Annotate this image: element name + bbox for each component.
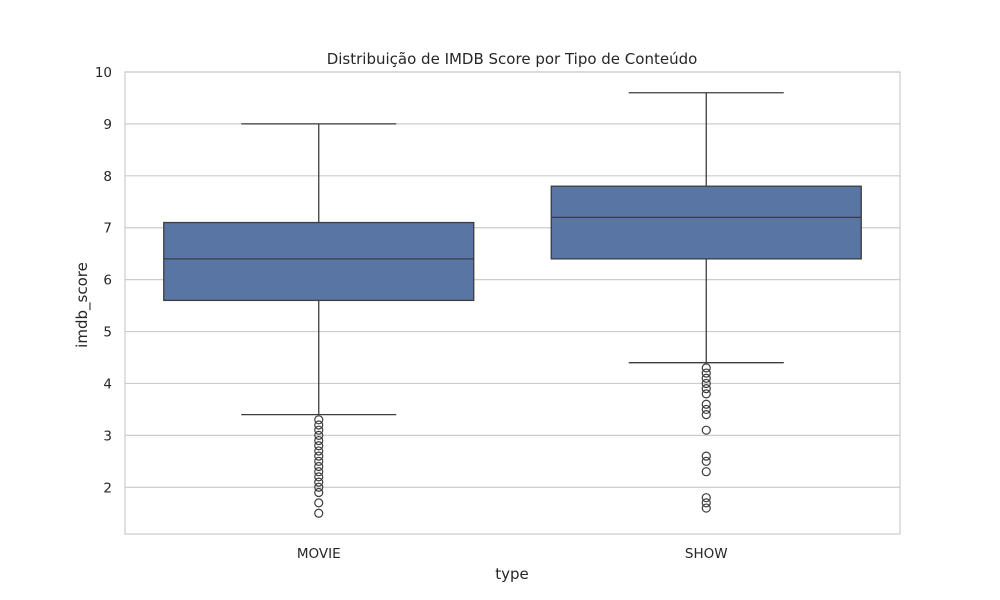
outlier-point bbox=[314, 415, 324, 425]
outlier-point bbox=[314, 487, 324, 498]
y-tick-label: 8 bbox=[103, 169, 112, 185]
y-tick-label: 2 bbox=[103, 480, 112, 496]
outlier-point bbox=[314, 461, 324, 472]
outlier-point bbox=[314, 451, 324, 461]
outlier-point bbox=[701, 410, 711, 420]
outlier-point bbox=[701, 498, 711, 508]
outlier-point bbox=[314, 472, 324, 482]
iqr-box bbox=[550, 185, 862, 260]
x-axis-label: type bbox=[495, 565, 529, 583]
outlier-point bbox=[701, 368, 711, 378]
outlier-point bbox=[701, 456, 711, 466]
x-tick-label-movie: MOVIE bbox=[297, 546, 341, 562]
plot-frame bbox=[124, 71, 901, 535]
outlier-point bbox=[701, 493, 711, 503]
outlier-point bbox=[701, 467, 711, 477]
y-tick-label: 3 bbox=[103, 428, 112, 444]
outlier-point bbox=[701, 363, 711, 373]
outlier-point bbox=[701, 503, 711, 513]
outlier-point bbox=[314, 430, 324, 440]
outlier-point bbox=[314, 467, 324, 477]
box-layer bbox=[163, 92, 862, 518]
y-tick-label: 10 bbox=[95, 65, 112, 81]
outlier-point bbox=[314, 456, 324, 466]
outlier-point bbox=[314, 446, 324, 456]
y-tick-label: 7 bbox=[103, 221, 112, 237]
box-group-movie bbox=[163, 123, 475, 518]
outlier-point bbox=[701, 451, 711, 461]
outlier-point bbox=[314, 435, 324, 446]
chart-title: Distribuição de IMDB Score por Tipo de C… bbox=[327, 50, 698, 68]
outlier-point bbox=[314, 477, 324, 487]
outlier-point bbox=[701, 425, 711, 435]
box-group-show bbox=[550, 92, 862, 513]
y-tick-label: 6 bbox=[103, 273, 112, 289]
outlier-point bbox=[701, 399, 711, 409]
y-tick-label: 5 bbox=[103, 325, 112, 341]
outlier-point bbox=[314, 441, 324, 451]
outlier-point bbox=[314, 498, 324, 508]
outlier-point bbox=[314, 420, 324, 430]
outlier-point bbox=[701, 404, 711, 415]
y-tick-label: 4 bbox=[103, 376, 112, 392]
outlier-point bbox=[701, 384, 711, 394]
y-axis-label: imdb_score bbox=[73, 262, 92, 348]
iqr-box bbox=[163, 221, 475, 302]
x-tick-label-show: SHOW bbox=[685, 546, 728, 562]
outlier-point bbox=[701, 373, 711, 383]
outlier-point bbox=[314, 425, 324, 435]
tick-layer: 2 3 4 5 6 7 8 9 10 MOVIE SHOW bbox=[95, 65, 728, 562]
outlier-point bbox=[701, 389, 711, 399]
y-tick-label: 9 bbox=[103, 117, 112, 133]
outlier-point bbox=[701, 378, 711, 389]
outlier-point bbox=[314, 508, 324, 518]
outlier-point bbox=[314, 482, 324, 492]
